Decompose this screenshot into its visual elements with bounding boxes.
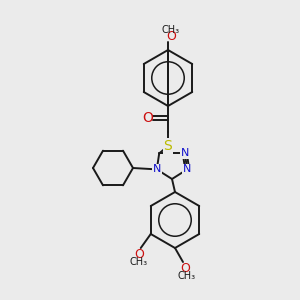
Text: S: S xyxy=(164,139,172,153)
Text: O: O xyxy=(142,111,153,125)
Text: CH₃: CH₃ xyxy=(178,271,196,281)
Text: O: O xyxy=(134,248,144,260)
Text: CH₃: CH₃ xyxy=(162,25,180,35)
Text: N: N xyxy=(183,164,191,174)
Text: N: N xyxy=(153,164,161,174)
Text: O: O xyxy=(180,262,190,275)
Text: N: N xyxy=(153,164,161,174)
Text: CH₃: CH₃ xyxy=(130,257,148,267)
Text: O: O xyxy=(166,31,176,44)
Text: N: N xyxy=(181,148,189,158)
